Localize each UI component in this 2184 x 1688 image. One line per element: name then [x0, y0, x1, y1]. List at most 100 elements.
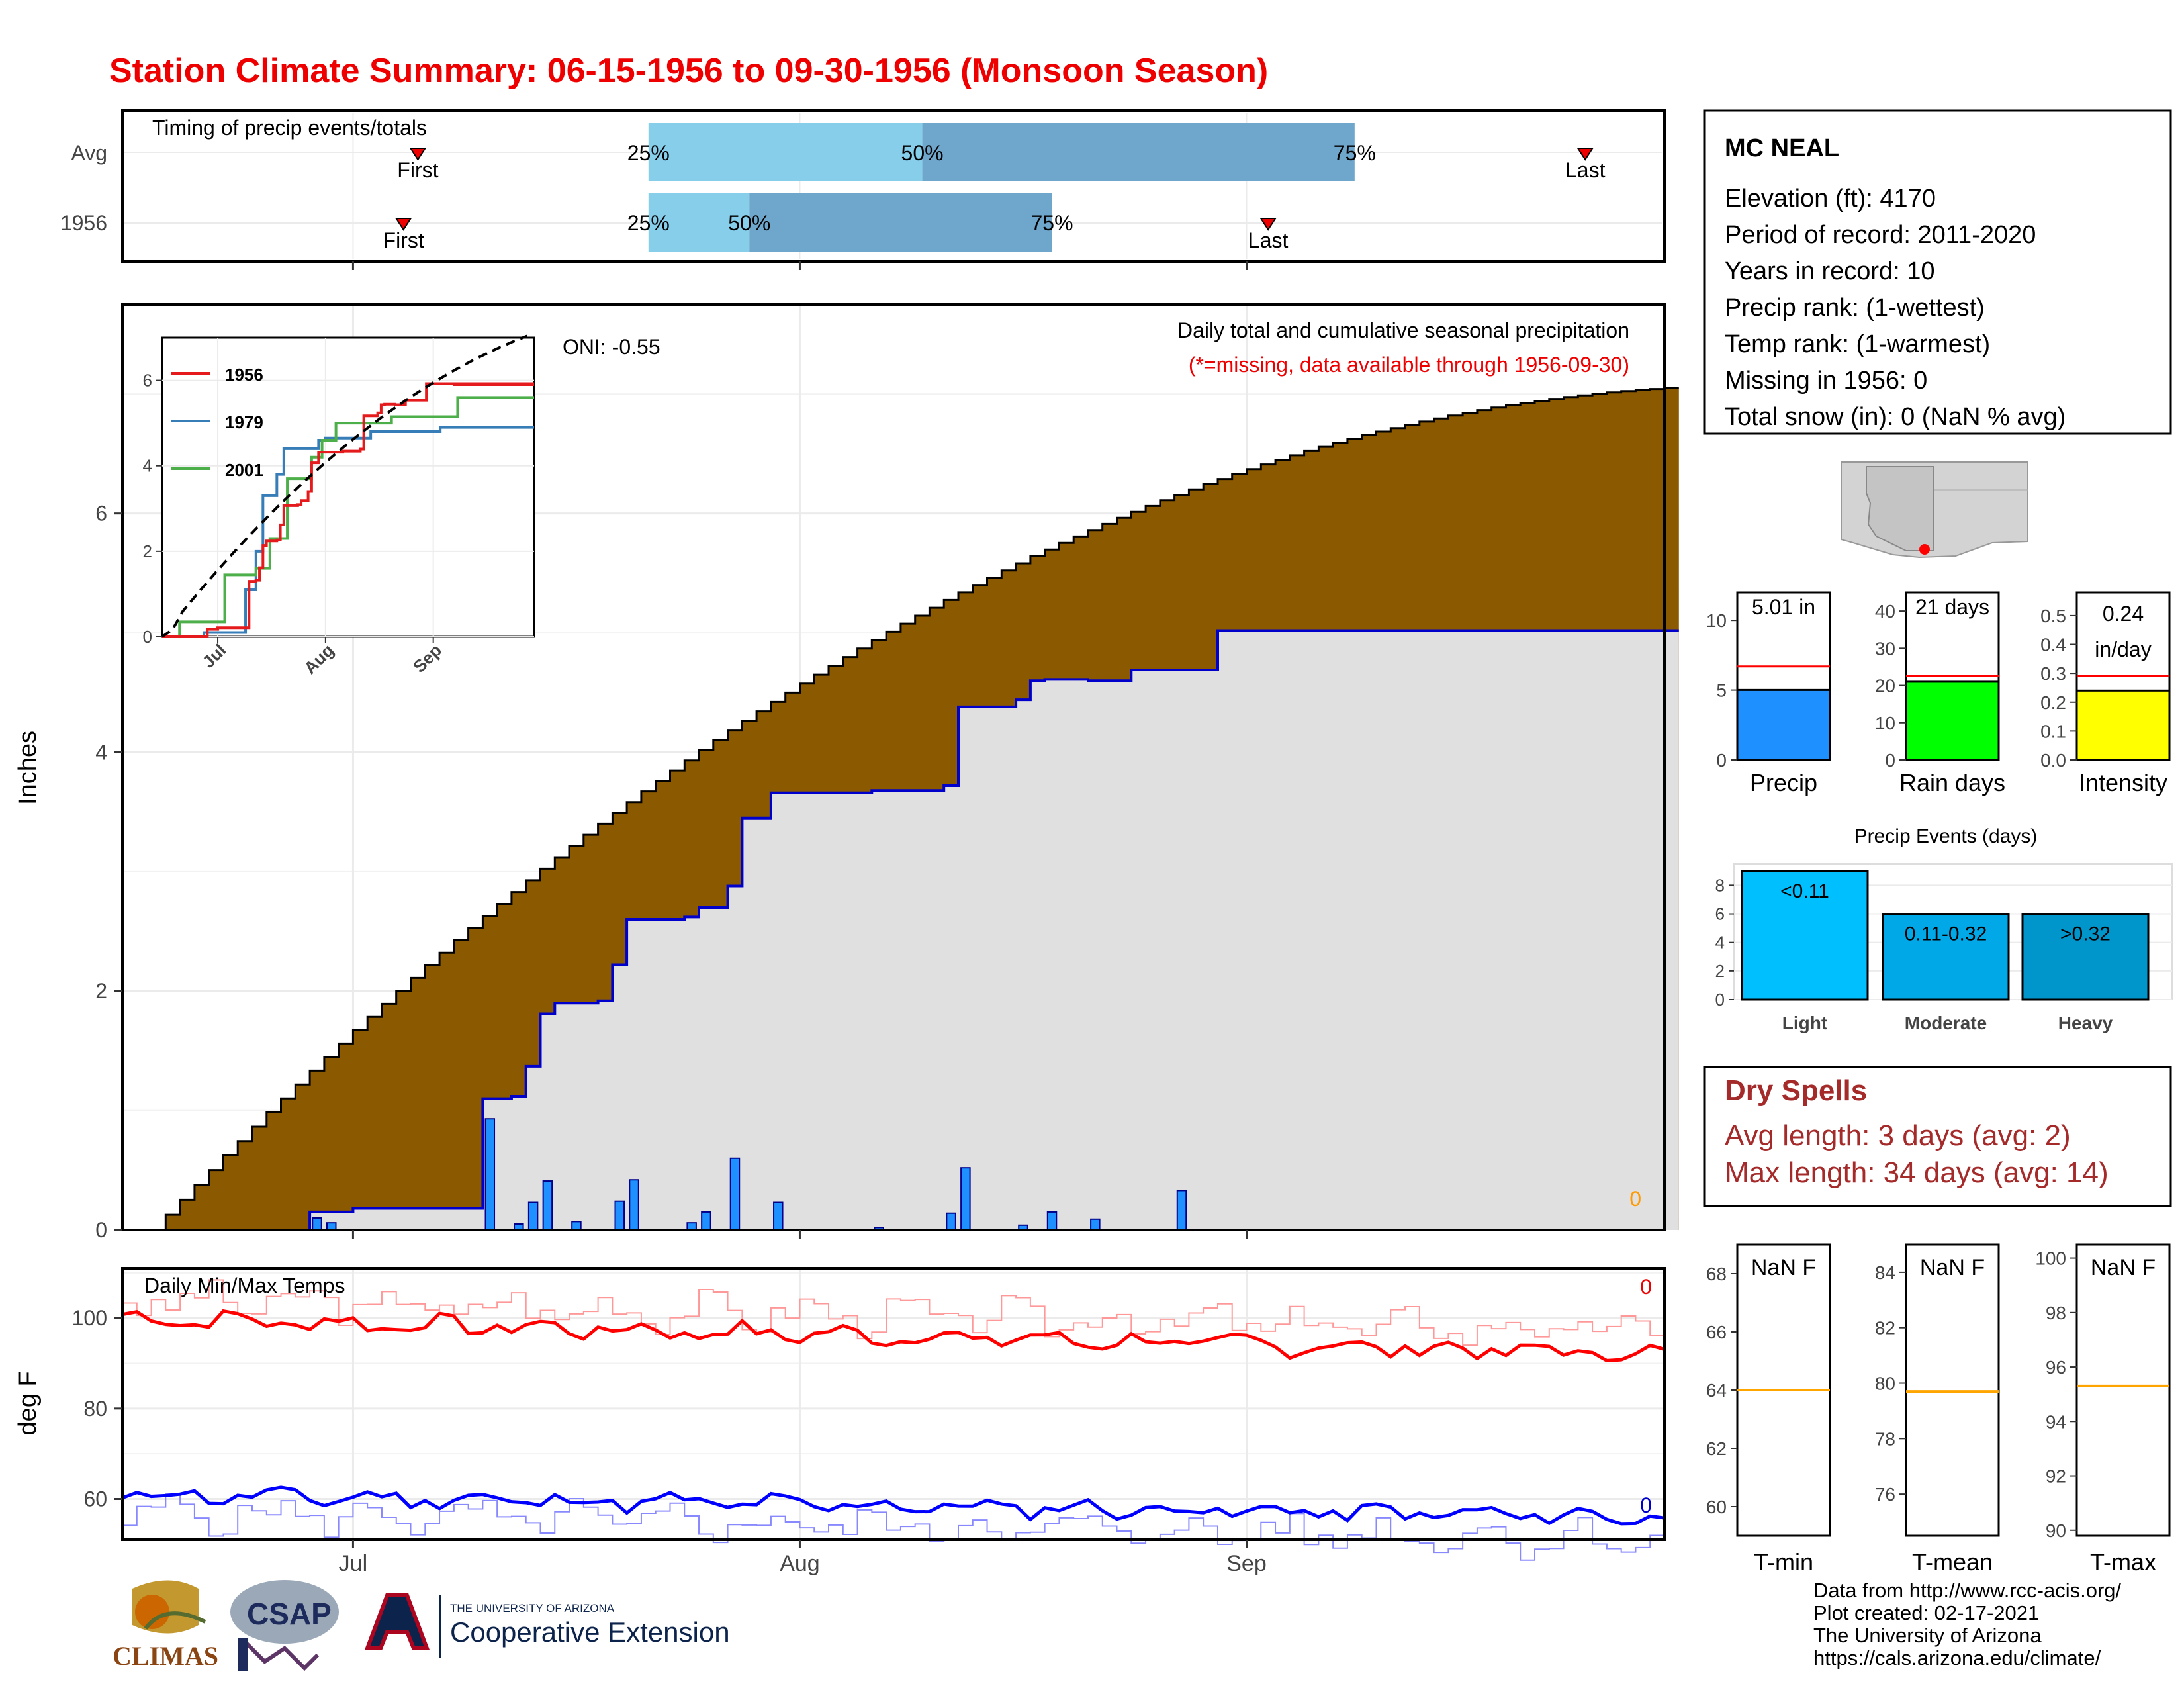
stat-tick-label-2-2: 0.2 [2040, 692, 2066, 713]
stat-tick-label-1-2: 20 [1875, 676, 1895, 696]
temp-stat-tick-label-1-4: 84 [1875, 1262, 1895, 1283]
year-cumulative-line [122, 629, 1679, 1231]
footer-line-1: Data from http://www.rcc-acis.org/ [1813, 1579, 2122, 1602]
daily-precip-bar-14 [946, 1212, 956, 1231]
daily-precip-bar-11 [729, 1157, 741, 1231]
events-category-1: Moderate [1905, 1013, 1987, 1033]
temp-stat-bars: 60 62 64 66 68 NaN F T-min 76 78 80 82 84 NaN F T-mea… [1706, 1243, 2171, 1575]
x-tick-label-aug: Aug [780, 1551, 820, 1576]
events-tick-label-4: 8 [1715, 875, 1725, 895]
year-bar-q2 [749, 193, 1052, 252]
year-first-marker-icon [394, 218, 412, 231]
temp-y-label: deg F [14, 1371, 42, 1435]
temp-stat-tick-label-2-2: 94 [2046, 1411, 2066, 1432]
temp-axes: 60 80 100 [72, 1306, 122, 1511]
stat-tick-label-2-1: 0.1 [2040, 721, 2066, 741]
locator-map [1839, 460, 2030, 563]
events-tick-label-2: 4 [1715, 933, 1725, 953]
stat-tick-label-2-4: 0.4 [2040, 635, 2066, 655]
timing-label: Timing of precip events/totals [152, 116, 427, 140]
daily-precip-bar-4 [527, 1201, 539, 1231]
ua-big-text: Cooperative Extension [450, 1617, 730, 1648]
precip-y-axis: 0 2 4 6 [95, 502, 1248, 1242]
inset-series-1956 [162, 382, 534, 638]
precip-panel: 0 2 4 6 Inches Daily total and cumulative s… [14, 303, 1679, 1242]
temp-ytick-label-2: 100 [72, 1306, 107, 1330]
avg-p25-label: 25% [627, 141, 670, 165]
stat-tick-label-1-1: 10 [1875, 713, 1895, 733]
avg-last-marker-icon [1576, 148, 1594, 161]
daily-precip-bar-5 [542, 1180, 553, 1231]
station-frame [1703, 109, 2172, 435]
stat-bar-rain-days [1905, 680, 2000, 761]
year-first-label: First [383, 228, 424, 252]
legend-1956: 1956 [225, 365, 263, 385]
tmax-avg-line [122, 1279, 1665, 1352]
station-location-icon [1919, 544, 1930, 555]
daily-precip-bar-10 [701, 1211, 711, 1231]
stat-tick-label-1-3: 30 [1875, 638, 1895, 659]
daily-precip-bar-8 [629, 1179, 639, 1231]
precip-ytick-label-3: 6 [95, 502, 107, 526]
temp-stat-tick-label-0-2: 64 [1706, 1380, 1727, 1401]
stat-bar-precip [1736, 688, 1831, 761]
avg-last-label: Last [1565, 158, 1606, 182]
temp-ytick-label-1: 80 [83, 1397, 107, 1421]
events-tick-label-1: 2 [1715, 961, 1725, 981]
station-line-7: Total snow (in): 0 (NaN % avg) [1725, 403, 2066, 431]
temp-stat-tick-label-1-0: 76 [1875, 1484, 1895, 1505]
season-stat-bars: 0 5 10 Precip 5.01 in 0 10 20 30 40 Rain days 21 da… [1706, 591, 2171, 796]
tmin-missing: 0 [1640, 1493, 1652, 1517]
stat-tick-label-0-2: 10 [1706, 610, 1727, 631]
events-bar-moderate [1882, 913, 2010, 1001]
year-p50-label: 50% [728, 211, 770, 235]
x-tick-label-jul: Jul [339, 1551, 367, 1576]
precip-ytick-label-2: 4 [95, 740, 107, 764]
precip-frame [121, 303, 1666, 1231]
temp-stat-tick-label-1-2: 80 [1875, 1374, 1895, 1394]
climas-logo-text: CLIMAS [113, 1641, 218, 1671]
daily-precip-bar-12 [773, 1201, 784, 1231]
daily-precip-bar-18 [1090, 1218, 1101, 1231]
inset-gridlines [162, 338, 534, 637]
stat-tick-label-2-5: 0.5 [2040, 606, 2066, 626]
page-title: Station Climate Summary: 06-15-1956 to 0… [109, 52, 1268, 90]
precip-missing-note: (*=missing, data available through 1956-… [1189, 353, 1629, 377]
temp-stat-value-2: NaN F [2091, 1255, 2156, 1280]
stat-value-2a: 0.24 [2103, 602, 2144, 626]
station-line-6: Missing in 1956: 0 [1725, 367, 1927, 395]
precip-ytick-label-0: 0 [95, 1218, 107, 1242]
inset-ytick-label-1: 2 [143, 541, 152, 561]
stat-tick-label-2-0: 0.0 [2040, 750, 2066, 771]
ua-logo: THE UNIVERSITY OF ARIZONA Cooperative Ex… [364, 1593, 730, 1658]
x-axis-months: Jul Aug Sep [339, 1540, 1267, 1576]
year-p75-label: 75% [1031, 211, 1073, 235]
temp-stat-frame-2 [2075, 1243, 2171, 1537]
daily-precip-bar-7 [614, 1200, 625, 1231]
footer-line-3: The University of Arizona [1813, 1624, 2042, 1647]
daily-precip-bar-0 [312, 1217, 322, 1231]
temp-stat-tick-label-0-3: 66 [1706, 1322, 1727, 1342]
stat-category-1: Rain days [1899, 769, 2005, 796]
avg-bar-q1 [648, 123, 923, 181]
stat-tick-label-1-4: 40 [1875, 601, 1895, 622]
footer-line-2: Plot created: 02-17-2021 [1813, 1601, 2040, 1624]
inset-avg-dashed [161, 334, 528, 638]
temp-stat-category-0: T-min [1754, 1548, 1813, 1575]
temp-label: Daily Min/Max Temps [144, 1274, 345, 1297]
daily-precip-bar-2 [484, 1118, 496, 1231]
csap-logo-text: CSAP [247, 1597, 332, 1631]
temp-stat-tick-label-2-0: 90 [2046, 1521, 2066, 1541]
year-last-marker-icon [1259, 218, 1277, 231]
precip-events-chart: 0 2 4 6 8 <0.11 Light 0.11-0.32 Moderate >0.32 Hea… [1715, 863, 2173, 1033]
temp-stat-tick-label-2-3: 96 [2046, 1357, 2066, 1378]
year-bar-q1 [648, 193, 750, 252]
stat-value-1: 21 days [1915, 595, 1989, 619]
inset-ytick-label-3: 6 [143, 371, 152, 391]
precip-missing-count: 0 [1629, 1187, 1641, 1211]
temp-stat-tick-label-1-1: 78 [1875, 1429, 1895, 1449]
climas-logo: CLIMAS [113, 1580, 218, 1671]
daily-precip-bar-15 [960, 1167, 971, 1231]
